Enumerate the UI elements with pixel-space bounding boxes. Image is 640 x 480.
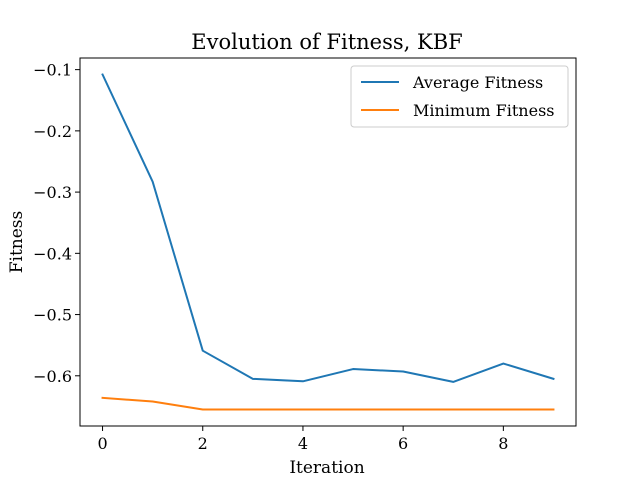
legend: Average Fitness Minimum Fitness [350,65,569,128]
y-tick-label: −0.3 [33,183,72,202]
series-line-minimum-fitness [101,396,555,411]
y-tick-label: −0.5 [33,306,72,325]
x-tick-label: 8 [498,434,508,453]
x-axis-ticks: 0 2 4 6 8 [97,426,508,453]
y-tick-label: −0.1 [33,61,72,80]
x-axis-label: Iteration [289,458,364,478]
series-line-average-fitness [101,73,555,383]
x-tick-label: 4 [298,434,308,453]
legend-entry-minimum-fitness: Minimum Fitness [413,101,555,120]
axes-frame [79,57,577,427]
y-tick-label: −0.6 [33,367,72,386]
y-axis-label: Fitness [7,211,27,274]
x-tick-label: 6 [398,434,408,453]
y-axis-ticks: −0.1 −0.2 −0.3 −0.4 −0.5 −0.6 [33,61,80,386]
chart-title: Evolution of Fitness, KBF [191,30,462,54]
y-tick-label: −0.4 [33,244,72,263]
plot-area [101,73,555,411]
x-tick-label: 2 [198,434,208,453]
legend-box [350,65,569,128]
x-tick-label: 0 [97,434,107,453]
legend-entry-average-fitness: Average Fitness [412,73,543,92]
y-tick-label: −0.2 [33,122,72,141]
